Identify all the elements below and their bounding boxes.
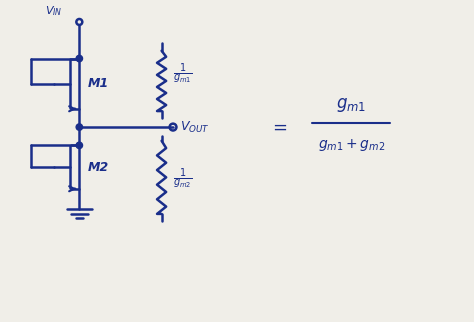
Circle shape [76, 55, 82, 62]
Text: $=$: $=$ [269, 118, 287, 136]
Text: $\frac{1}{g_{m1}}$: $\frac{1}{g_{m1}}$ [173, 61, 192, 86]
Text: $g_{m1}$: $g_{m1}$ [336, 96, 366, 114]
Text: $V_{OUT}$: $V_{OUT}$ [180, 119, 210, 135]
Text: M2: M2 [88, 161, 109, 174]
Text: $g_{m1} + g_{m2}$: $g_{m1} + g_{m2}$ [318, 137, 385, 153]
Circle shape [76, 142, 82, 148]
Text: M1: M1 [88, 77, 109, 90]
Circle shape [76, 124, 82, 130]
Text: $\frac{1}{g_{m2}}$: $\frac{1}{g_{m2}}$ [173, 166, 192, 191]
Text: $V_{IN}$: $V_{IN}$ [46, 5, 63, 18]
